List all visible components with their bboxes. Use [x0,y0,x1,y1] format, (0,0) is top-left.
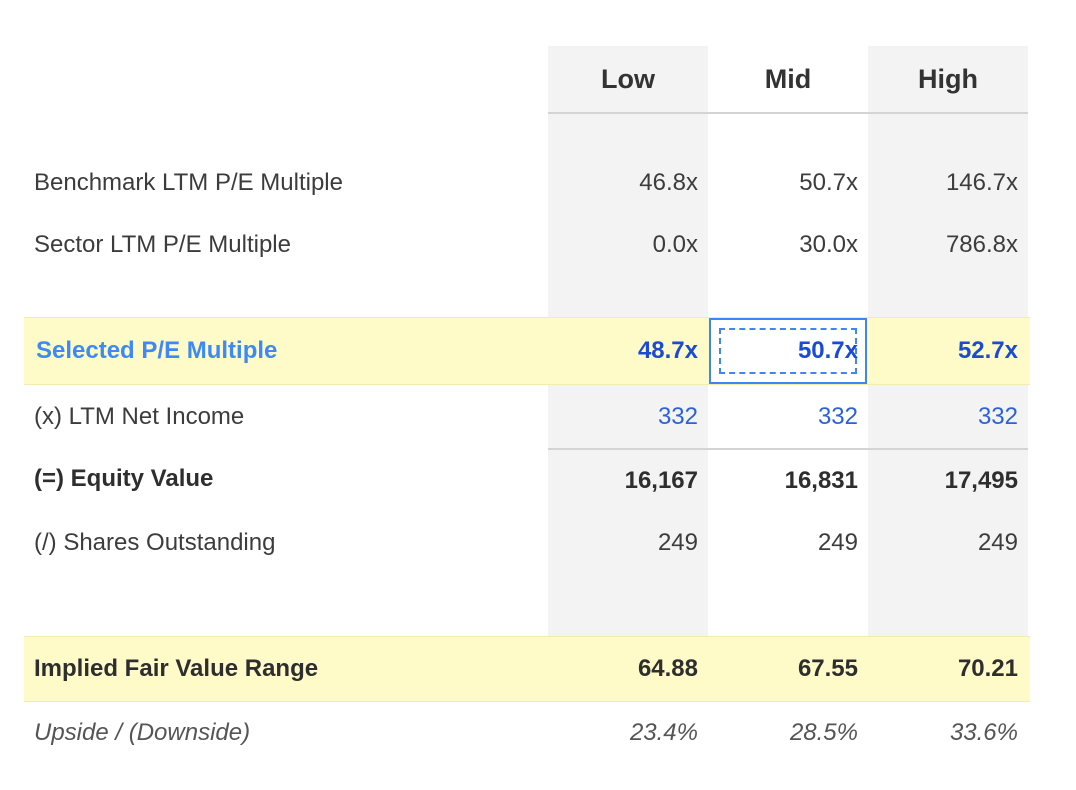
equity-value-high: 17,495 [944,467,1018,494]
fair-value-label: Implied Fair Value Range [34,655,319,682]
net-income-mid[interactable]: 332 [817,403,858,430]
net-income-low[interactable]: 332 [657,403,698,430]
shares-outstanding-mid: 249 [817,529,858,556]
column-header-mid: Mid [764,63,812,94]
upside-mid: 28.5% [789,719,858,746]
sector-pe-mid: 30.0x [799,231,858,258]
upside-label: Upside / (Downside) [34,719,251,746]
sector-pe-low: 0.0x [652,231,698,258]
header-divider [548,112,1028,114]
benchmark-pe-high: 146.7x [945,169,1018,196]
shares-outstanding-low: 249 [657,529,698,556]
upside-high: 33.6% [949,719,1018,746]
selected-pe-high[interactable]: 52.7x [957,337,1018,364]
benchmark-pe-low: 46.8x [639,169,698,196]
fair-value-high: 70.21 [957,655,1018,682]
fair-value-low: 64.88 [637,655,698,682]
net-income-high[interactable]: 332 [977,403,1018,430]
selected-pe-low[interactable]: 48.7x [637,337,698,364]
shares-outstanding-label: (/) Shares Outstanding [34,529,276,556]
equity-value-mid: 16,831 [784,467,858,494]
sector-pe-high: 786.8x [945,231,1018,258]
equity-value-label: (=) Equity Value [34,465,214,492]
fair-value-mid: 67.55 [797,655,858,682]
upside-low: 23.4% [629,719,698,746]
sector-pe-label: Sector LTM P/E Multiple [34,231,291,258]
equity-value-low: 16,167 [624,467,698,494]
fair-value-row-highlight [24,636,1030,702]
selected-pe-mid-input-box[interactable] [709,318,867,384]
equity-divider [548,448,1028,450]
selected-pe-label: Selected P/E Multiple [36,337,278,364]
benchmark-pe-label: Benchmark LTM P/E Multiple [34,169,343,196]
selected-pe-mid[interactable]: 50.7x [797,337,858,364]
benchmark-pe-mid: 50.7x [799,169,858,196]
shares-outstanding-high: 249 [977,529,1018,556]
net-income-label: (x) LTM Net Income [34,403,245,430]
column-header-low: Low [601,63,655,94]
focus-outline [719,328,857,374]
column-header-high: High [918,63,978,94]
